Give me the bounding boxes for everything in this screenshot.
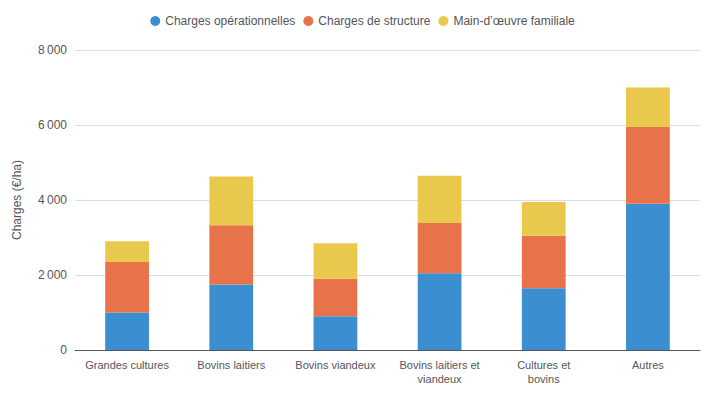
- svg-text:2 000: 2 000: [38, 268, 67, 282]
- svg-text:Charges de structure: Charges de structure: [318, 14, 430, 28]
- svg-text:Bovins viandeux: Bovins viandeux: [295, 359, 376, 371]
- svg-text:Main-d’œuvre familiale: Main-d’œuvre familiale: [453, 14, 575, 28]
- svg-text:viandeux: viandeux: [418, 373, 463, 385]
- svg-text:Charges opérationnelles: Charges opérationnelles: [165, 14, 295, 28]
- svg-text:Grandes cultures: Grandes cultures: [85, 359, 169, 371]
- svg-text:8 000: 8 000: [38, 43, 67, 57]
- svg-text:bovins: bovins: [528, 373, 560, 385]
- svg-text:Cultures et: Cultures et: [517, 359, 570, 371]
- svg-text:0: 0: [60, 343, 67, 357]
- svg-text:Charges (€/ha): Charges (€/ha): [10, 160, 24, 240]
- svg-text:Bovins laitiers: Bovins laitiers: [197, 359, 265, 371]
- svg-text:Bovins laitiers et: Bovins laitiers et: [400, 359, 480, 371]
- svg-text:4 000: 4 000: [38, 193, 67, 207]
- svg-text:Autres: Autres: [632, 359, 664, 371]
- svg-text:6 000: 6 000: [38, 118, 67, 132]
